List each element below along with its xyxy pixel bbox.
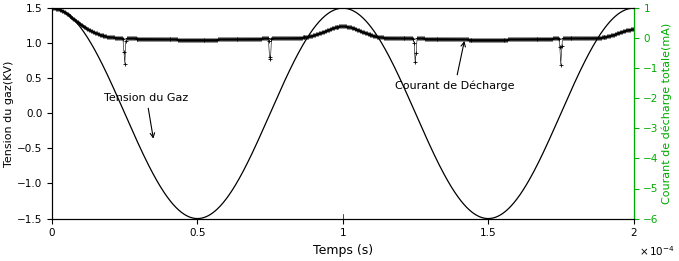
Text: Tension du Gaz: Tension du Gaz bbox=[105, 93, 189, 138]
Y-axis label: Courant de décharge totale(mA): Courant de décharge totale(mA) bbox=[661, 23, 672, 204]
Text: Courant de Décharge: Courant de Décharge bbox=[395, 42, 515, 91]
Y-axis label: Tension du gaz(KV): Tension du gaz(KV) bbox=[4, 60, 14, 167]
X-axis label: Temps (s): Temps (s) bbox=[313, 244, 373, 257]
Text: $\times\,10^{-4}$: $\times\,10^{-4}$ bbox=[640, 244, 676, 258]
